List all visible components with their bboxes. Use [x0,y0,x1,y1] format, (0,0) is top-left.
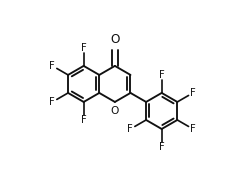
Text: F: F [127,124,133,134]
Text: F: F [159,142,165,152]
Text: F: F [49,61,55,71]
Text: F: F [159,70,165,80]
Text: O: O [110,33,120,46]
Text: F: F [81,115,87,125]
Text: F: F [190,124,196,134]
Text: O: O [111,106,119,116]
Text: F: F [190,88,196,98]
Text: F: F [49,97,55,107]
Text: F: F [81,43,87,53]
